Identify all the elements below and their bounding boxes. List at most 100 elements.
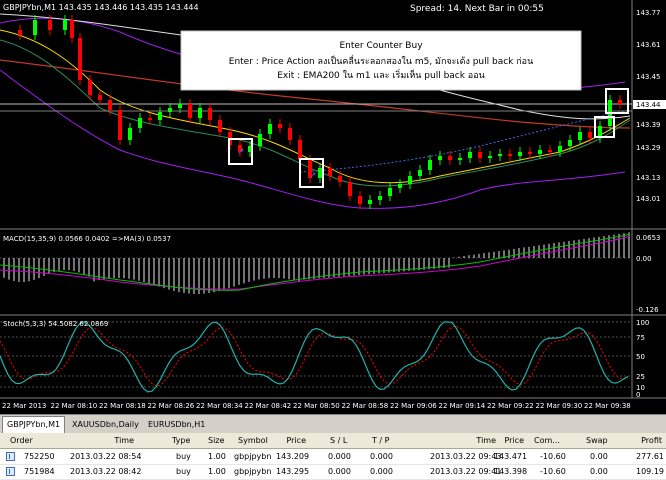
price-axis-label: 143.29 [636,144,661,152]
candle-body [458,158,462,160]
buy-arrow-icon: ↗ [237,147,245,157]
column-header[interactable]: Price [286,436,306,445]
column-header[interactable]: Symbol [238,436,268,445]
ema-green-line [0,39,631,187]
table-row[interactable]: 751984 2013.03.22 08:42 buy 1.00 gbpjpyb… [0,464,666,480]
candle-body [338,176,342,182]
candle-body [70,20,74,38]
candle-body [63,20,67,30]
time-axis-label: 22 Mar 08:34 [196,402,243,410]
candle-body [468,152,472,158]
candle-body [238,145,242,152]
macd-signal-line [0,235,631,290]
macd-scale-label: 0.00 [636,255,652,263]
candle-body [528,152,532,154]
candle-body [168,108,172,112]
chart-window[interactable]: ↗ ↗ GBPJPYbn,M1 143.435 143.446 143.435 … [0,0,666,414]
column-header[interactable]: S / L [330,436,348,445]
swap: 0.00 [590,467,608,476]
candle-body [98,95,102,100]
column-header[interactable]: Size [208,436,225,445]
candle-body [558,146,562,152]
macd-ma-line [0,233,631,291]
candle-body [598,126,602,138]
order-id: 751984 [24,467,55,476]
candle-body [218,120,222,132]
candle-body [378,196,382,200]
open-time: 2013.03.22 08:54 [70,452,142,461]
stoch-scale-label: 50 [636,353,645,361]
stoch-signal-line [0,325,629,387]
candle-body [148,118,152,120]
highlight-box [594,116,615,138]
order-symbol: gbpjpybn [234,452,272,461]
open-price: 143.295 [276,467,310,476]
candle-body [88,80,92,95]
tab-eurusdbn-h1[interactable]: EURUSDbn,H1 [144,417,209,432]
column-header[interactable]: Profit [641,436,662,445]
candle-body [428,160,432,170]
column-header[interactable]: Com... [534,436,560,445]
column-header[interactable]: Swap [586,436,608,445]
candle-body [128,128,132,140]
time-axis-label: 22 Mar 08:42 [245,402,292,410]
macd-panel[interactable]: MACD(15,35,9) 0.0566 0.0402 =>MA(3) 0.05… [0,232,661,314]
column-header[interactable]: Order [10,436,33,445]
column-header[interactable]: Price [504,436,524,445]
candle-body [368,200,372,204]
macd-scale-label: 0.0653 [636,234,661,242]
stoch-scale-label: 75 [636,334,645,342]
close-price: 143.471 [494,452,528,461]
stochastic-panel[interactable]: Stoch(5,3,3) 54.5082 62.0869 100 75 50 2… [0,319,649,399]
column-header[interactable]: Time [476,436,496,445]
time-axis-label: 22 Mar 09:06 [390,402,437,410]
tab-xauusdbn-daily[interactable]: XAUUSDbn,Daily [68,417,143,432]
stoch-main-line [0,321,629,393]
chart-tabs-bar: GBPJPYbn,M1 XAUUSDbn,Daily EURUSDbn,H1 [0,414,666,434]
price-axis-label: 143.77 [636,9,661,17]
order-symbol: gbpjpybn [234,467,272,476]
time-axis-label: 22 Mar 08:26 [148,402,195,410]
candle-body [258,134,262,146]
column-header[interactable]: Type [172,436,191,445]
stoch-scale-label: 0 [636,391,640,399]
annotation-box: Enter Counter Buy Enter : Price Action ล… [180,30,582,91]
column-header[interactable]: T / P [372,436,390,445]
candle-body [398,184,402,188]
time-axis: 22 Mar 2013 22 Mar 08:10 22 Mar 08:18 22 Ma… [2,402,631,410]
tab-label: EURUSDbn,H1 [148,420,206,429]
candle-body [318,168,322,178]
candle-body [408,176,412,184]
annotation-title: Enter Counter Buy [339,41,423,51]
candle-body [538,150,542,154]
time-axis-label: 22 Mar 08:58 [342,402,389,410]
highlight-box [605,88,629,114]
highlight-box [299,158,324,188]
candle-body [568,140,572,146]
candle-body [488,156,492,158]
candle-body [118,110,122,140]
column-header[interactable]: Time [114,436,134,445]
candle-body [108,100,112,110]
price-axis-label: 143.13 [636,174,661,182]
candle-body [308,160,312,178]
price-axis-label: 143.39 [636,121,661,129]
candle-body [588,132,592,138]
candle-body [578,132,582,140]
close-price: 143.398 [494,467,528,476]
candle-body [268,124,272,134]
time-axis-label: 22 Mar 08:10 [51,402,98,410]
price-chart[interactable]: ↗ ↗ GBPJPYbn,M1 143.435 143.446 143.435 … [0,3,632,209]
candle-body [418,170,422,176]
table-row[interactable]: 752250 2013.03.22 08:54 buy 1.00 gbpjpyb… [0,449,666,465]
time-axis-label: 22 Mar 09:38 [584,402,631,410]
candle-body [388,188,392,196]
tab-gbpjpybn-m1[interactable]: GBPJPYbn,M1 [2,416,66,433]
tab-label: GBPJPYbn,M1 [7,420,61,429]
commission: -10.60 [540,467,566,476]
candle-body [33,20,37,35]
candle-body [518,152,522,156]
order-size: 1.00 [208,452,226,461]
candle-body [508,154,512,156]
candle-body [478,152,482,158]
